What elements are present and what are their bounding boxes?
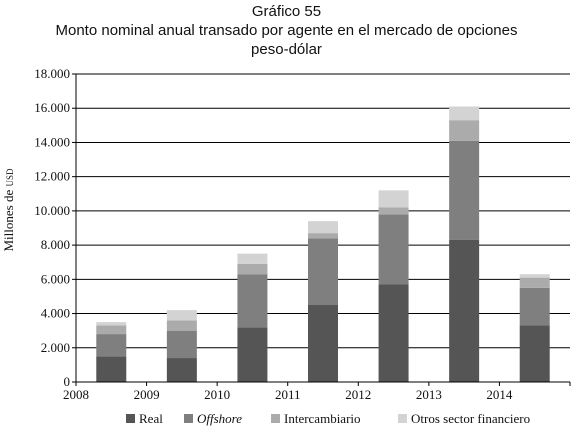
- bar-2012-real: [378, 284, 409, 382]
- y-tick-label-8: 16.000: [34, 100, 70, 115]
- x-tick-label-2009: 2009: [134, 387, 160, 402]
- legend-swatch-3: [398, 414, 407, 423]
- y-tick-label-9: 18.000: [34, 66, 70, 81]
- bar-2008-real: [96, 356, 127, 382]
- bar-2010-otros-sector-financiero: [237, 253, 268, 264]
- chart-title-line-1: Gráfico 55: [251, 3, 322, 20]
- y-tick-labels: 0 2.000 4.000 6.000 8.000 10.000 12.000 14.000 1…: [34, 66, 70, 389]
- chart-title-line-2: Monto nominal anual transado por agente …: [55, 22, 518, 39]
- bar-2008-intercambiario: [96, 325, 127, 335]
- bar-2013-intercambiario: [449, 120, 480, 141]
- bar-2009-offshore: [166, 330, 197, 359]
- y-tick-label-7: 14.000: [34, 134, 70, 149]
- y-tick-label-0: 0: [64, 374, 71, 389]
- axes: [72, 73, 571, 386]
- bars: [96, 106, 550, 382]
- bar-2009-intercambiario: [166, 320, 197, 331]
- bar-2013-offshore: [449, 140, 480, 240]
- legend-swatch-1: [184, 414, 193, 423]
- x-tick-label-2014: 2014: [486, 387, 513, 402]
- x-tick-label-2013: 2013: [416, 387, 442, 402]
- y-tick-label-4: 8.000: [41, 237, 70, 252]
- bar-2014-otros-sector-financiero: [519, 274, 550, 278]
- y-axis-label-unit: USD: [5, 168, 15, 187]
- legend-label-2: Intercambiario: [284, 411, 361, 426]
- x-tick-label-2008: 2008: [63, 387, 89, 402]
- legend-label-3: Otros sector financiero: [411, 411, 530, 426]
- y-tick-label-3: 6.000: [41, 271, 70, 286]
- y-tick-label-2: 4.000: [41, 306, 70, 321]
- bar-2009-real: [166, 358, 197, 382]
- bar-2008-offshore: [96, 334, 127, 357]
- bar-2010-real: [237, 327, 268, 382]
- x-tick-labels: 2008 2009 2010 2011 2012 2013 2014: [63, 387, 513, 402]
- x-tick-label-2010: 2010: [204, 387, 230, 402]
- bar-2013-real: [449, 239, 480, 382]
- bar-2012-offshore: [378, 214, 409, 285]
- legend-swatch-2: [271, 414, 280, 423]
- bar-2009-otros-sector-financiero: [166, 310, 197, 321]
- bar-2011-otros-sector-financiero: [308, 221, 338, 234]
- bar-2011-offshore: [308, 238, 338, 305]
- legend: Real Offshore Intercambiario Otros sector f…: [126, 411, 530, 426]
- bar-2010-intercambiario: [237, 263, 268, 275]
- y-axis-label-main: Millones de: [1, 187, 16, 252]
- chart-title-line-3: peso-dólar: [251, 41, 322, 58]
- bar-2014-offshore: [519, 287, 550, 326]
- bar-2008-otros-sector-financiero: [96, 322, 127, 326]
- y-tick-label-1: 2.000: [41, 340, 70, 355]
- bar-2014-intercambiario: [519, 277, 550, 288]
- bar-2012-otros-sector-financiero: [378, 190, 409, 208]
- y-tick-label-5: 10.000: [34, 203, 70, 218]
- x-tick-label-2012: 2012: [345, 387, 371, 402]
- legend-label-1: Offshore: [197, 411, 242, 426]
- bar-2010-offshore: [237, 274, 268, 328]
- bar-2011-intercambiario: [308, 233, 338, 239]
- y-tick-label-6: 12.000: [34, 169, 70, 184]
- bar-2013-otros-sector-financiero: [449, 106, 480, 121]
- legend-swatch-0: [126, 414, 135, 423]
- bar-2012-intercambiario: [378, 207, 409, 215]
- x-tick-label-2011: 2011: [275, 387, 301, 402]
- y-axis-label: Millones de USD: [1, 168, 16, 252]
- bar-2011-real: [308, 305, 338, 382]
- legend-label-0: Real: [139, 411, 163, 426]
- bar-2014-real: [519, 325, 550, 382]
